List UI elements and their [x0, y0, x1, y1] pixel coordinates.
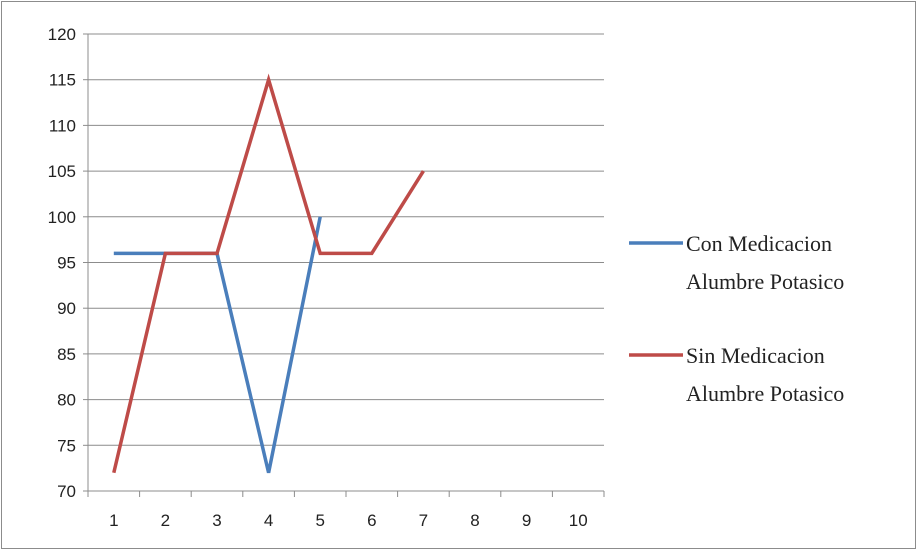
x-tick-label: 9: [522, 511, 531, 530]
y-tick-label: 105: [48, 162, 76, 181]
y-tick-label: 70: [57, 482, 76, 501]
gridlines: [88, 33, 604, 446]
series-lines: [112, 73, 425, 474]
legend-label: Alumbre Potasico: [686, 269, 844, 294]
x-tick-label: 4: [264, 511, 273, 530]
y-tick-label: 115: [49, 71, 76, 90]
y-tick-label: 85: [57, 345, 76, 364]
y-tick-labels: 70 75 80 85 90 95 100 105 110 115 120: [48, 25, 76, 501]
x-tick-labels: 1 2 3 4 5 6 7 8 9 10: [109, 511, 588, 530]
x-tick-label: 7: [419, 511, 428, 530]
y-tick-label: 95: [57, 254, 76, 273]
legend-label: Sin Medicacion: [686, 343, 825, 368]
x-tick-label: 2: [161, 511, 170, 530]
x-tick-label: 3: [212, 511, 221, 530]
y-tick-label: 80: [57, 391, 76, 410]
x-tick-label: 10: [569, 511, 588, 530]
x-tick-label: 8: [470, 511, 479, 530]
y-tick-label: 75: [57, 436, 76, 455]
series-line-2: [112, 73, 425, 474]
legend-label: Alumbre Potasico: [686, 381, 844, 406]
y-tick-label: 90: [57, 299, 76, 318]
x-tick-label: 5: [315, 511, 324, 530]
legend: Con Medicacion Alumbre Potasico Sin Medica…: [629, 231, 844, 406]
y-tick-label: 120: [48, 25, 76, 44]
x-tick-label: 1: [109, 511, 118, 530]
x-tick-label: 6: [367, 511, 376, 530]
axes: [83, 33, 605, 497]
y-tick-label: 110: [49, 116, 76, 135]
legend-label: Con Medicacion: [686, 231, 832, 256]
y-tick-label: 100: [48, 208, 76, 227]
